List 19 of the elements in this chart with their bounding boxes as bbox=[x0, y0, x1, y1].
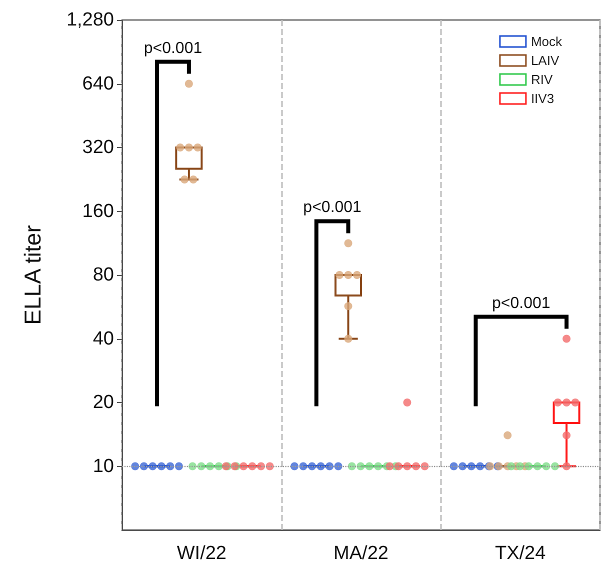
x-tick-label: TX/24 bbox=[494, 543, 546, 564]
legend-label: LAIV bbox=[530, 53, 560, 68]
y-tick-label: 640 bbox=[82, 73, 114, 94]
y-axis-title: ELLA titer bbox=[20, 224, 46, 325]
y-tick-label: 40 bbox=[92, 328, 114, 350]
x-tick-label: WI/22 bbox=[176, 543, 226, 564]
y-tick-label: 20 bbox=[92, 392, 114, 413]
y-tick-label: 160 bbox=[82, 200, 114, 222]
y-tick-label: 320 bbox=[82, 137, 114, 158]
annotation: p<0.001 bbox=[144, 40, 202, 57]
annotation: p<0.001 bbox=[492, 294, 550, 312]
legend-label: Mock bbox=[530, 34, 562, 49]
annotation: p<0.001 bbox=[303, 199, 362, 216]
legend-label: IIV3 bbox=[530, 91, 554, 106]
y-tick-label: 10 bbox=[92, 456, 114, 477]
y-tick-label: 1,280 bbox=[66, 10, 114, 30]
y-tick-label: 80 bbox=[92, 264, 114, 286]
legend-label: RIV bbox=[530, 72, 553, 87]
x-tick-label: MA/22 bbox=[334, 543, 388, 564]
